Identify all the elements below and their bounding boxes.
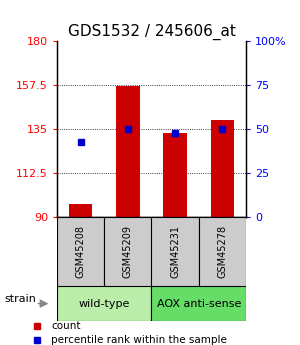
Text: GSM45278: GSM45278 (218, 225, 227, 278)
Bar (57, 217, 104, 286)
Text: strain: strain (4, 295, 36, 304)
Text: GSM45208: GSM45208 (76, 225, 85, 278)
Bar (69, 204, 92, 217)
Bar (116, 86, 140, 217)
Text: count: count (51, 321, 80, 331)
Title: GDS1532 / 245606_at: GDS1532 / 245606_at (68, 24, 236, 40)
Text: GSM45231: GSM45231 (170, 225, 180, 278)
Bar (104, 217, 152, 286)
Bar (152, 217, 199, 286)
Text: wild-type: wild-type (79, 299, 130, 308)
Bar (163, 133, 187, 217)
Text: GSM45209: GSM45209 (123, 225, 133, 278)
Text: AOX anti-sense: AOX anti-sense (157, 299, 241, 308)
Bar (199, 217, 246, 286)
Bar (211, 120, 234, 217)
Bar (57, 286, 152, 321)
Bar (152, 286, 246, 321)
Text: percentile rank within the sample: percentile rank within the sample (51, 335, 227, 345)
